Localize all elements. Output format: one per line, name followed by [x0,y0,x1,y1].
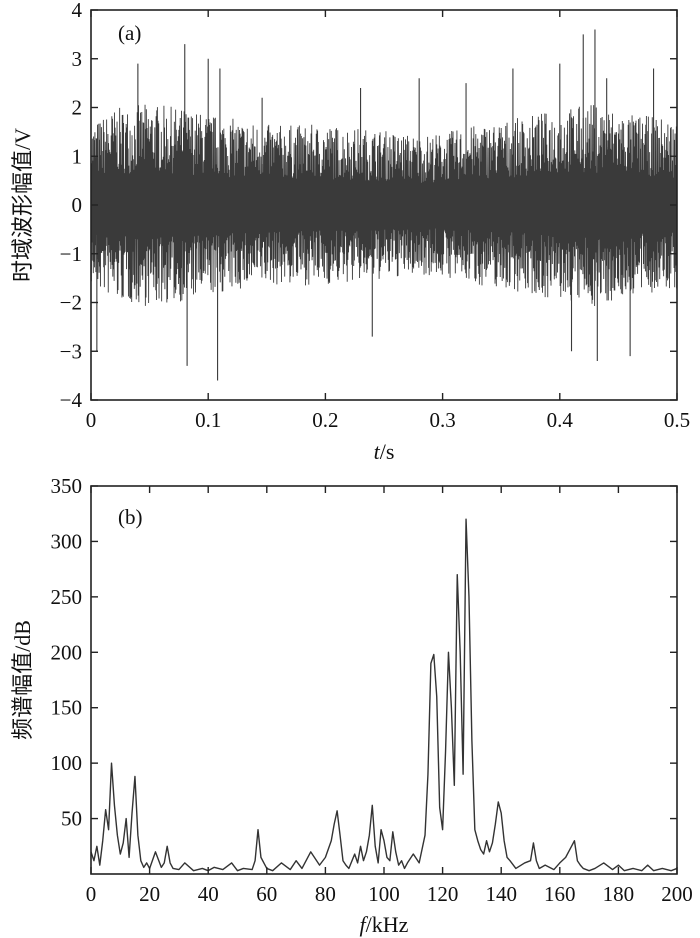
time-domain-y-tick-label: −1 [60,242,82,266]
spectrum-y-tick-label: 150 [51,696,83,720]
spectrum-y-tick-label: 100 [51,751,83,775]
frequency-axis-unit: /kHz [366,912,409,937]
spectrum-panel: 0 20 40 60 80 100 120 140 160 180 200 350 300 250 200 1… [10,474,693,937]
time-domain-x-tick-label: 0.5 [664,408,690,432]
spectrum-x-tick-label: 60 [256,882,277,906]
time-domain-x-tick-label: 0.4 [547,408,574,432]
time-domain-y-tick-label: 0 [72,193,83,217]
time-domain-y-tick-label: −2 [60,291,82,315]
time-domain-x-tick-label: 0.2 [312,408,338,432]
spectrum-x-tick-label: 0 [86,882,97,906]
spectrum-plot-frame [90,485,678,875]
time-axis-unit: /s [380,439,395,464]
frequency-axis-title: f/kHz [360,912,409,937]
time-domain-y-tick-label: −3 [60,339,82,363]
time-domain-y-tick-label: −4 [60,388,83,412]
spectrum-y-tick-label: 200 [51,640,83,664]
spectrum-y-tick-label: 50 [61,807,82,831]
spectrum-x-tick-label: 180 [603,882,635,906]
spectrum-x-tick-label: 20 [139,882,160,906]
time-axis-symbol: t [374,439,381,464]
spectrum-ticks: 0 20 40 60 80 100 120 140 160 180 200 350 300 250 200 1… [51,474,693,906]
time-domain-y-tick-label: 3 [72,47,83,71]
time-axis-title: t/s [374,439,395,464]
time-domain-ticks: 0 0.1 0.2 0.3 0.4 0.5 4 3 2 1 0 −1 −2 −3 −4 [60,0,690,432]
spectrum-x-tick-label: 160 [544,882,576,906]
time-domain-x-tick-label: 0.1 [195,408,221,432]
spectrum-y-tick-label: 300 [51,529,83,553]
spectrum-y-tick-label: 350 [51,474,83,498]
spectrum-x-tick-label: 140 [485,882,517,906]
time-domain-waveform [90,29,678,381]
time-domain-x-tick-label: 0 [86,408,97,432]
time-domain-signal-line [90,104,678,307]
panel-b-label: (b) [118,505,143,529]
spectrum-y-tick-label: 250 [51,585,83,609]
spectrum-y-axis-title: 频谱幅值/dB [10,620,35,740]
spectrum-x-tick-label: 80 [315,882,336,906]
time-domain-y-axis-title: 时域波形幅值/V [10,128,35,282]
time-domain-panel: 0 0.1 0.2 0.3 0.4 0.5 4 3 2 1 0 −1 −2 −3 −4 (a) t/s 时域… [10,0,690,464]
spectrum-line [90,518,678,872]
time-domain-x-tick-label: 0.3 [429,408,455,432]
time-domain-y-tick-label: 2 [72,96,83,120]
spectrum-curve-group [90,518,678,872]
spectrum-x-tick-label: 200 [661,882,693,906]
time-domain-y-tick-label: 1 [72,144,83,168]
spectrum-x-tick-label: 120 [427,882,459,906]
spectrum-x-tick-label: 100 [368,882,400,906]
spectrum-x-tick-label: 40 [198,882,219,906]
frequency-axis-symbol: f [360,912,369,937]
panel-a-label: (a) [118,21,141,45]
time-domain-y-tick-label: 4 [72,0,83,22]
